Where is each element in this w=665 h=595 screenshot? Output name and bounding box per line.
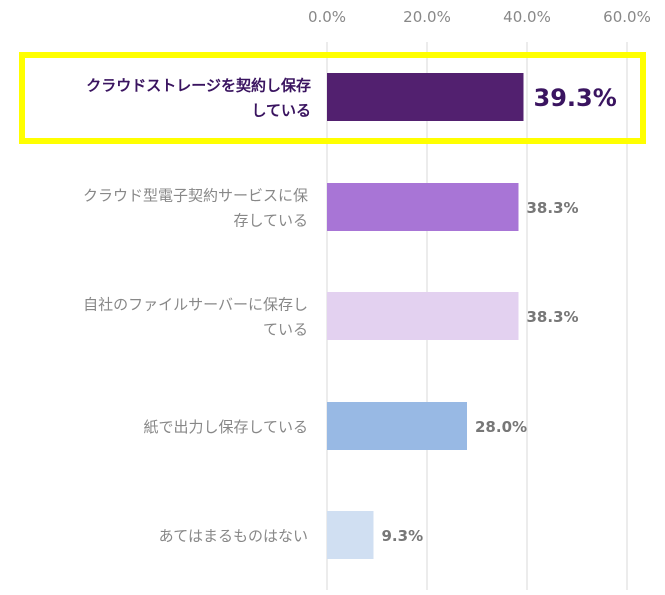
category-label: 自社のファイルサーバーに保存し (83, 296, 308, 314)
bar (327, 73, 524, 121)
value-label: 9.3% (382, 527, 424, 545)
x-tick-label: 60.0% (603, 8, 651, 26)
highlight-box (19, 52, 646, 144)
bar (327, 183, 519, 231)
category-label: している (251, 102, 311, 120)
value-label: 38.3% (527, 308, 579, 326)
x-tick-label: 40.0% (503, 8, 551, 26)
x-tick-label: 0.0% (308, 8, 346, 26)
category-label: 存している (233, 212, 308, 230)
bar (327, 402, 467, 450)
value-label: 39.3% (534, 84, 617, 112)
value-label: 38.3% (527, 199, 579, 217)
bar (327, 292, 519, 340)
category-label: 紙で出力し保存している (143, 418, 308, 436)
category-label: クラウドストレージを契約し保存 (86, 77, 311, 95)
category-label: あてはまるものはない (159, 527, 308, 545)
category-label: クラウド型電子契約サービスに保 (83, 187, 308, 205)
category-label: ている (263, 321, 308, 339)
x-tick-label: 20.0% (403, 8, 451, 26)
bar (327, 511, 374, 559)
value-label: 28.0% (475, 418, 527, 436)
